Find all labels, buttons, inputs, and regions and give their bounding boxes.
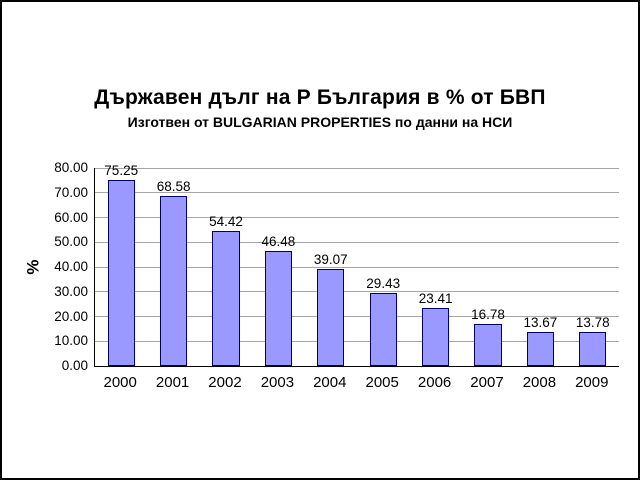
bar-value-label: 23.41 bbox=[418, 291, 453, 307]
gridline bbox=[95, 167, 619, 169]
y-tick-label: 60.00 bbox=[54, 209, 88, 225]
bar bbox=[579, 331, 607, 366]
plot-area: 75.25 68.58 54.42 46.48 39.07 29.43 23.41 16.78… bbox=[94, 163, 619, 367]
bar-value-label: 68.58 bbox=[156, 179, 191, 195]
chart-subtitle: Изготвен от BULGARIAN PROPERTIES по данн… bbox=[127, 114, 513, 130]
bar-value-label: 13.67 bbox=[523, 315, 558, 331]
bar-value-label: 54.42 bbox=[209, 214, 243, 230]
y-tick-label: 70.00 bbox=[54, 184, 88, 200]
bar bbox=[317, 269, 345, 366]
bar bbox=[107, 179, 135, 366]
bar-value-label: 75.25 bbox=[104, 162, 139, 178]
bar bbox=[212, 231, 240, 366]
gridline bbox=[95, 266, 619, 268]
gridline bbox=[95, 316, 619, 317]
x-axis-ticks: 2000 2001 2002 2003 2004 2005 2006 2007 2008 2009 bbox=[94, 374, 618, 396]
x-tick-label: 2003 bbox=[260, 374, 295, 391]
gridline bbox=[95, 217, 619, 218]
x-tick-label: 2001 bbox=[155, 374, 190, 391]
bar-value-label: 46.48 bbox=[261, 233, 296, 249]
bar bbox=[159, 196, 188, 366]
bar-value-label: 16.78 bbox=[471, 307, 505, 323]
y-tick-label: 50.00 bbox=[54, 234, 88, 250]
bar bbox=[264, 250, 292, 366]
y-tick-label: 10.00 bbox=[54, 333, 88, 349]
x-tick-label: 2007 bbox=[470, 374, 504, 391]
y-tick-label: 0.00 bbox=[61, 358, 88, 373]
x-tick-label: 2000 bbox=[103, 374, 137, 391]
bar-value-label: 39.07 bbox=[313, 252, 348, 268]
gridline bbox=[95, 291, 619, 293]
x-tick-label: 2008 bbox=[522, 374, 557, 391]
chart-title: Държавен дълг на Р България в % от БВП bbox=[94, 86, 546, 109]
x-tick-label: 2004 bbox=[313, 374, 347, 391]
x-tick-label: 2006 bbox=[417, 374, 452, 391]
y-axis-ticks: 0.00 10.00 20.00 30.00 40.00 50.00 60.00 70.00 8… bbox=[30, 160, 88, 373]
x-tick-label: 2009 bbox=[575, 374, 609, 391]
bar-value-label: 13.78 bbox=[575, 314, 610, 330]
y-tick-label: 80.00 bbox=[54, 160, 88, 175]
bar bbox=[474, 324, 502, 366]
y-tick-label: 30.00 bbox=[54, 283, 88, 299]
bar-value-label: 29.43 bbox=[366, 276, 401, 292]
y-tick-label: 20.00 bbox=[54, 308, 88, 324]
gridline bbox=[95, 192, 619, 194]
gridline bbox=[95, 241, 619, 243]
y-tick-label: 40.00 bbox=[54, 259, 88, 274]
x-tick-label: 2002 bbox=[208, 374, 242, 391]
gridline bbox=[95, 340, 619, 342]
bar bbox=[421, 308, 450, 366]
bar bbox=[369, 293, 397, 366]
bar bbox=[526, 332, 554, 366]
x-tick-label: 2005 bbox=[365, 374, 399, 391]
chart: % 0.00 10.00 20.00 30.00 40.00 50.00 60.00 70.0… bbox=[24, 160, 624, 408]
